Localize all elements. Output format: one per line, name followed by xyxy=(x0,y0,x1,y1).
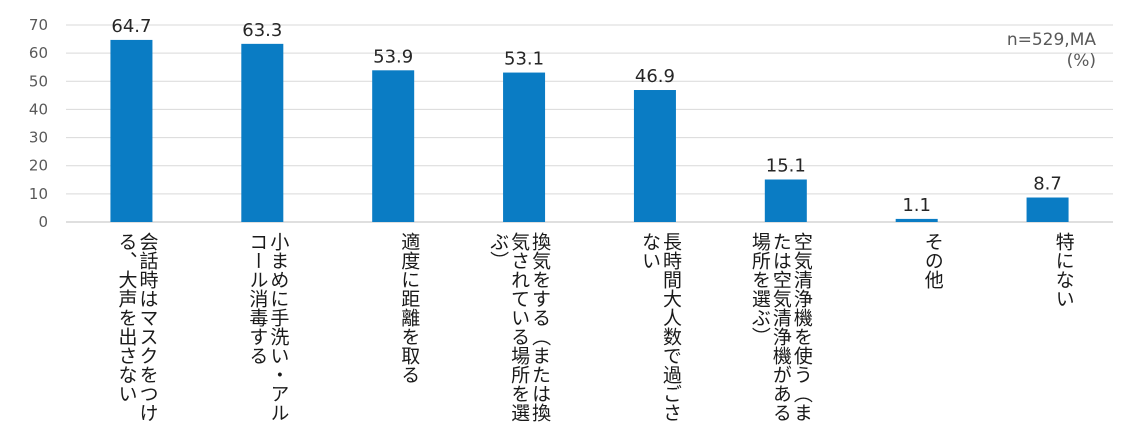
gridlines xyxy=(66,24,1113,223)
bar xyxy=(895,218,938,222)
y-tick-label: 50 xyxy=(29,72,48,90)
sample-size-note: n=529,MA xyxy=(1006,30,1096,50)
y-tick-label: 60 xyxy=(29,44,48,62)
bar xyxy=(110,39,153,223)
data-label: 1.1 xyxy=(902,195,931,216)
category-label: 特にない xyxy=(1052,232,1075,308)
data-label: 53.1 xyxy=(504,49,544,70)
y-tick-label: 70 xyxy=(29,16,48,34)
category-label: 会話時はマスクをつける、大声を出さない xyxy=(115,232,159,422)
category-label: 長時間大人数で過ごさない xyxy=(638,232,682,422)
y-tick-label: 0 xyxy=(38,213,48,231)
unit-label: (%) xyxy=(1066,51,1096,71)
data-label: 64.7 xyxy=(111,16,151,37)
data-label: 15.1 xyxy=(766,156,806,177)
y-tick-label: 40 xyxy=(29,100,48,118)
bars xyxy=(110,39,1069,223)
bar-chart: 0 10 20 30 40 50 60 70 64.7 63.3 53.9 53.1 46.9 15.1… xyxy=(29,16,1113,231)
data-labels: 64.7 63.3 53.9 53.1 46.9 15.1 1.1 8.7 xyxy=(111,16,1061,216)
category-label: 空気清浄機を使う（または空気清浄機がある場所を選ぶ） xyxy=(748,232,813,422)
category-label: 小まめに手洗い・アルコール消毒する xyxy=(246,232,290,422)
data-label: 53.9 xyxy=(373,46,413,67)
bar xyxy=(241,43,284,222)
chart-note: n=529,MA (%) xyxy=(1007,30,1096,72)
y-tick-label: 30 xyxy=(29,129,48,147)
y-tick-label: 10 xyxy=(29,185,48,203)
data-label: 46.9 xyxy=(635,66,675,87)
y-tick-label: 20 xyxy=(29,157,48,175)
bar xyxy=(764,179,807,222)
bar xyxy=(1026,197,1069,222)
category-label: 適度に距離を取る xyxy=(398,232,421,384)
bar xyxy=(372,70,415,222)
data-label: 8.7 xyxy=(1033,174,1062,195)
bar xyxy=(503,72,546,222)
category-label: その他 xyxy=(921,232,944,289)
data-label: 63.3 xyxy=(242,20,282,41)
bar xyxy=(633,90,676,222)
y-axis-ticks: 0 10 20 30 40 50 60 70 xyxy=(29,16,48,231)
category-label: 換気をする（または換気されている場所を選ぶ） xyxy=(487,232,552,422)
